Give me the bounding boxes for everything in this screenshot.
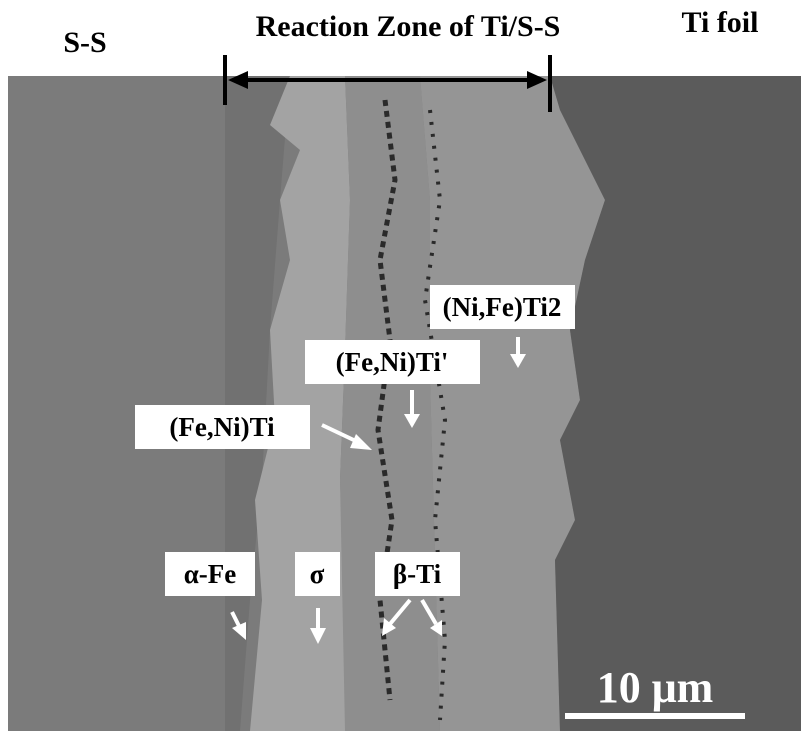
micrograph: [8, 76, 801, 731]
phase-label: (Fe,Ni)Ti: [169, 412, 275, 442]
phase-label: σ: [310, 559, 325, 589]
phase-label: (Fe,Ni)Ti': [336, 347, 449, 377]
scale-bar-label: 10 μm: [597, 663, 714, 712]
figure: S-S Reaction Zone of Ti/S-S Ti foil (Ni,…: [0, 0, 801, 731]
title: Reaction Zone of Ti/S-S: [256, 10, 561, 43]
phase-label: α-Fe: [184, 559, 237, 589]
phase-label: β-Ti: [393, 559, 442, 589]
phase-label: (Ni,Fe)Ti2: [443, 292, 562, 322]
right-label: Ti foil: [682, 6, 759, 39]
left-label: S-S: [63, 26, 106, 59]
fe-ni-ti-band: [340, 76, 440, 731]
